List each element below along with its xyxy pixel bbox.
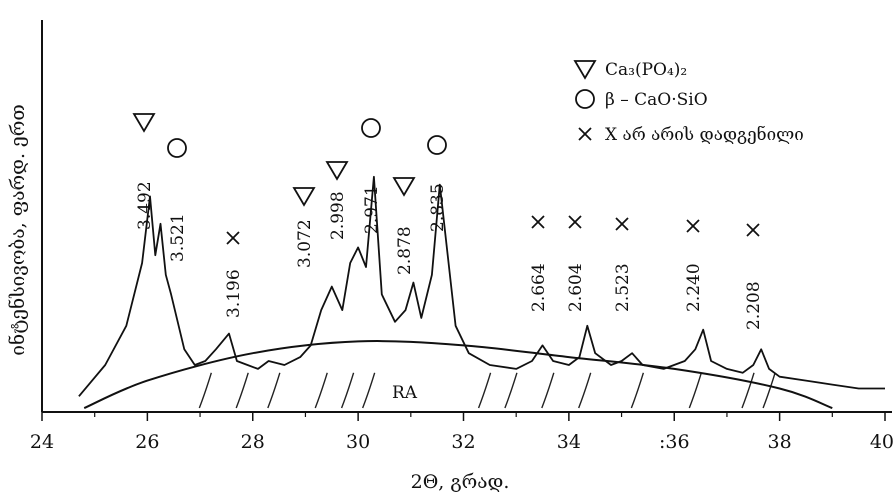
ra-label: RA: [392, 383, 418, 403]
axes: [41, 20, 892, 413]
x-tick-label: 40: [870, 431, 894, 453]
series-line: [78, 175, 885, 397]
hatch-stroke: [762, 372, 776, 409]
triangle-marker: [392, 177, 416, 197]
background-curve: [83, 340, 833, 410]
hatch-stroke: [688, 372, 702, 409]
hatch-stroke: [578, 372, 592, 409]
x-marker-stroke: [568, 215, 582, 229]
x-marker: [746, 223, 760, 237]
x-tick-label: 28: [241, 431, 265, 453]
hatch-stroke: [630, 372, 645, 409]
hatch-stroke: [362, 372, 376, 409]
peak-label: 2.604: [566, 263, 586, 312]
legend: Ca₃(PO₄)₂ β – CaO·SiO X არ არის დადგენილი: [573, 60, 804, 145]
legend-label: X არ არის დადგენილი: [605, 125, 804, 145]
x-axis-title: 2Θ, გრად.: [411, 471, 510, 493]
circle-marker: [167, 138, 187, 158]
hatch-stroke: [235, 372, 249, 409]
circle-marker: [427, 135, 447, 155]
triangle-marker: [573, 60, 597, 80]
peak-label: 3.072: [295, 219, 315, 268]
hatch-stroke: [267, 372, 281, 409]
x-tick-label: 38: [768, 431, 792, 453]
triangle-marker: [325, 161, 349, 181]
x-tick-label: 32: [451, 431, 475, 453]
x-marker: [578, 127, 592, 141]
x-marker-stroke: [615, 217, 629, 231]
circle-marker: [361, 118, 381, 138]
x-tick-label: 24: [30, 431, 54, 453]
hatch-stroke: [541, 372, 555, 409]
x-ticks: 24 26 28 30 32 34 :36 38 40: [30, 412, 894, 453]
x-marker-stroke: [746, 223, 760, 237]
x-tick-label: 30: [346, 431, 370, 453]
peak-labels: 3.492 3.521 3.196 3.072 2.998 2.971 2.878 2.835…: [132, 113, 764, 330]
legend-label: β – CaO·SiO: [605, 90, 708, 110]
peak-label: 2.523: [613, 263, 633, 312]
x-marker-stroke: [686, 219, 700, 233]
x-tick-label: 34: [557, 431, 581, 453]
peak-label: 3.521: [168, 213, 188, 262]
x-marker-stroke: [531, 215, 545, 229]
peak-label: 2.664: [529, 263, 549, 312]
hatch-stroke: [314, 372, 328, 409]
triangle-marker: [292, 187, 316, 207]
peak-label: 2.835: [428, 183, 448, 232]
peak-label: 3.196: [224, 269, 244, 318]
x-marker-stroke: [226, 231, 240, 245]
hatch-stroke: [340, 372, 355, 409]
x-marker: [686, 219, 700, 233]
peak-label: 2.240: [684, 263, 704, 312]
peak-label: 3.492: [135, 181, 155, 230]
x-marker: [531, 215, 545, 229]
x-tick-label: 26: [135, 431, 159, 453]
x-tick-label: :36: [659, 431, 690, 453]
x-marker: [615, 217, 629, 231]
peak-label: 2.878: [395, 226, 415, 275]
hatch-stroke: [198, 372, 213, 409]
legend-label: Ca₃(PO₄)₂: [605, 60, 687, 80]
hatch-stroke: [741, 372, 755, 409]
amorphous-hatch: [198, 372, 776, 409]
x-marker: [568, 215, 582, 229]
hatch-stroke: [504, 372, 518, 409]
triangle-marker: [132, 113, 156, 133]
hatch-stroke: [477, 372, 492, 409]
peak-label: 2.998: [328, 191, 348, 240]
circle-marker: [575, 89, 595, 109]
y-axis-title: ინტენსივობა, ფარდ. ერთ: [7, 104, 29, 355]
x-marker-stroke: [578, 127, 592, 141]
peak-label: 2.208: [744, 281, 764, 330]
x-marker: [226, 231, 240, 245]
peak-label: 2.971: [362, 185, 382, 234]
